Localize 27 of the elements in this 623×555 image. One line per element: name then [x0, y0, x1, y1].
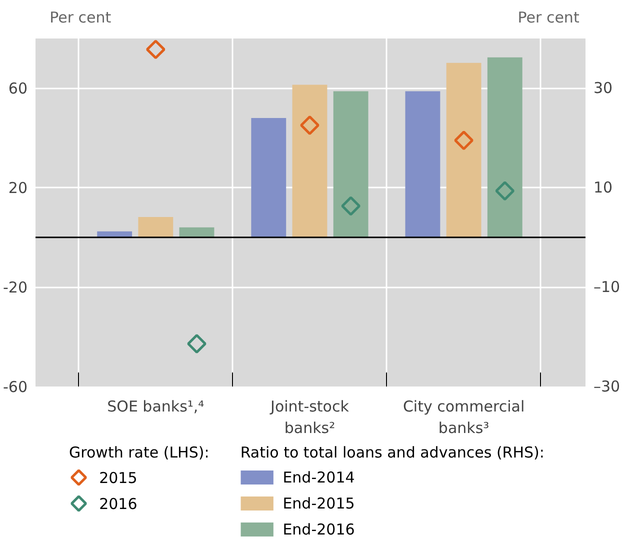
- bar: [251, 118, 286, 238]
- y2-tick-label: 30: [594, 79, 613, 98]
- text: Ratio to total loans and advances (RHS):: [240, 444, 544, 462]
- text: Growth rate (LHS):: [69, 444, 210, 462]
- x-tick-label: Joint-stock banks²: [270, 398, 350, 438]
- bar: [487, 57, 522, 238]
- y-axis-title: Per cent: [50, 8, 112, 26]
- legend-label: End-2014: [282, 468, 355, 486]
- y2-axis-title: Per cent: [518, 8, 580, 26]
- y2-tick-label: 10: [594, 178, 613, 197]
- y-tick-label: 60: [8, 80, 28, 98]
- y-tick-label: -60: [3, 378, 28, 396]
- legend-label: 2015: [99, 469, 138, 487]
- y-tick-label: 20: [8, 179, 28, 198]
- bar: [405, 91, 440, 238]
- y-tick-label: -20: [3, 278, 28, 297]
- y2-tick-label: –10: [594, 278, 620, 296]
- bar: [138, 216, 174, 238]
- x-tick-label: SOE banks¹,⁴: [107, 398, 204, 416]
- bar: [333, 91, 368, 238]
- legend-label: End-2016: [282, 520, 355, 538]
- legend-label: 2016: [99, 495, 138, 513]
- bar: [292, 84, 328, 238]
- y2-tick-label: –30: [594, 378, 620, 396]
- x-tick-label: City commercial banks³: [402, 398, 525, 438]
- legend-label: End-2015: [282, 494, 355, 512]
- bar: [446, 62, 482, 238]
